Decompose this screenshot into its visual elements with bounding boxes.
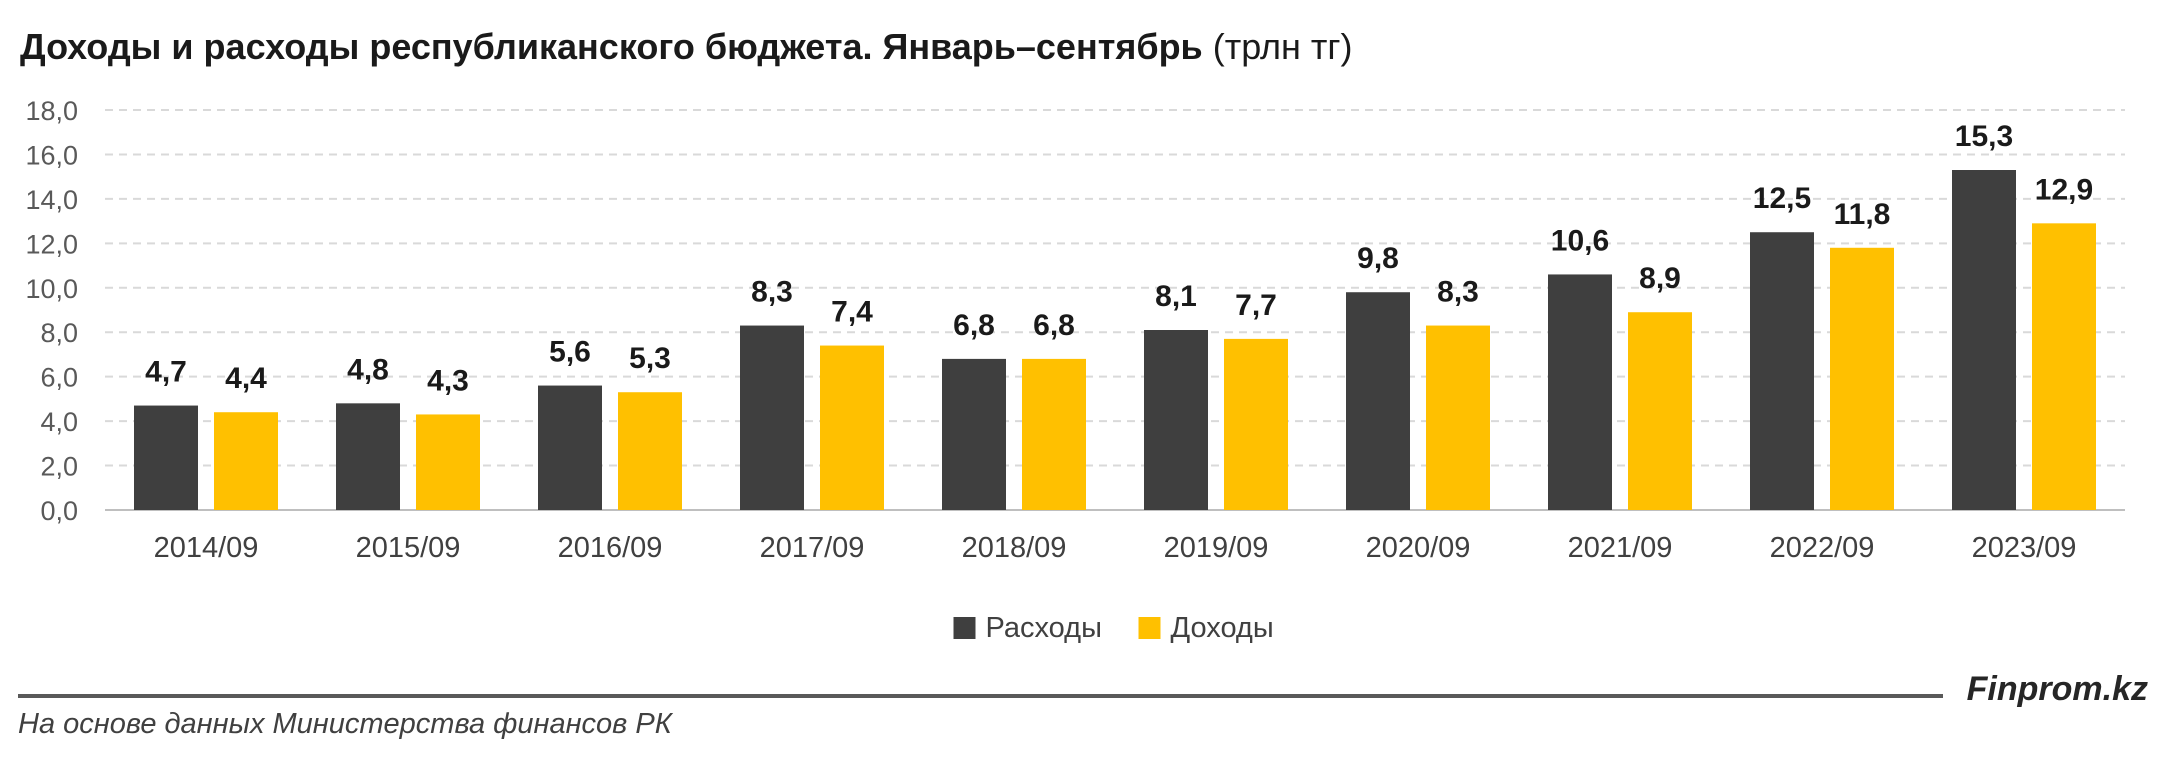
chart-title-unit: (трлн тг) xyxy=(1212,26,1353,67)
x-tick-label: 2019/09 xyxy=(1164,532,1269,564)
bar-revenue xyxy=(214,412,278,510)
bar-revenue xyxy=(1830,247,1894,510)
data-label: 9,8 xyxy=(1357,242,1399,275)
bar-expenses xyxy=(1144,330,1208,510)
data-label: 6,8 xyxy=(953,309,995,342)
bar-expenses xyxy=(1346,292,1410,510)
y-tick-label: 6,0 xyxy=(40,363,78,393)
bar-revenue xyxy=(1628,312,1692,510)
legend-label: Доходы xyxy=(1171,612,1274,644)
bar-revenue xyxy=(820,345,884,510)
chart-title-main: Доходы и расходы республиканского бюджет… xyxy=(20,26,1203,67)
data-label: 7,4 xyxy=(831,296,873,329)
data-label: 8,3 xyxy=(1437,276,1479,309)
x-tick-label: 2017/09 xyxy=(760,532,865,564)
bar-expenses xyxy=(1952,170,2016,510)
legend-label: Расходы xyxy=(986,612,1102,644)
data-label: 8,1 xyxy=(1155,280,1197,313)
data-label: 8,9 xyxy=(1639,262,1681,295)
bar-revenue xyxy=(1426,325,1490,510)
data-label: 7,7 xyxy=(1235,289,1277,322)
data-label: 6,8 xyxy=(1033,309,1075,342)
bar-expenses xyxy=(942,358,1006,510)
legend-swatch xyxy=(1138,617,1161,639)
bar-revenue xyxy=(2032,223,2096,511)
data-label: 10,6 xyxy=(1551,224,1609,257)
y-tick-label: 0,0 xyxy=(40,496,78,526)
bar-expenses xyxy=(1750,232,1814,510)
x-tick-label: 2015/09 xyxy=(356,532,461,564)
data-label: 5,3 xyxy=(629,342,671,375)
chart-title: Доходы и расходы республиканского бюджет… xyxy=(20,26,1352,68)
x-tick-label: 2016/09 xyxy=(558,532,663,564)
bar-expenses xyxy=(336,403,400,510)
bar-expenses xyxy=(134,405,198,510)
x-tick-label: 2018/09 xyxy=(962,532,1067,564)
x-tick-label: 2020/09 xyxy=(1366,532,1471,564)
source-note: На основе данных Министерства финансов Р… xyxy=(18,708,672,740)
bar-chart: 0,0 2,0 4,0 6,0 8,0 10,0 12,0 14,0 16,0 18,0 4,7 4,… xyxy=(25,96,2125,644)
x-tick-label: 2023/09 xyxy=(1972,532,2077,564)
y-tick-label: 18,0 xyxy=(25,96,78,126)
data-label: 4,7 xyxy=(145,356,187,389)
x-tick-label: 2014/09 xyxy=(154,532,259,564)
bar-revenue xyxy=(1022,358,1086,510)
data-label: 4,4 xyxy=(225,362,267,395)
y-tick-label: 2,0 xyxy=(40,452,78,482)
bar-expenses xyxy=(1548,274,1612,510)
x-tick-label: 2022/09 xyxy=(1770,532,1875,564)
data-label: 5,6 xyxy=(549,336,591,369)
data-label: 4,8 xyxy=(347,353,389,386)
y-tick-label: 8,0 xyxy=(40,318,78,348)
brand-logo-text: Finprom.kz xyxy=(1966,670,2148,708)
footer-divider xyxy=(18,694,1943,698)
legend-swatch xyxy=(953,617,976,639)
bar-expenses xyxy=(538,385,602,510)
data-label: 12,5 xyxy=(1753,182,1811,215)
bar-revenue xyxy=(416,414,480,510)
bar-revenue xyxy=(1224,338,1288,510)
y-tick-label: 14,0 xyxy=(25,185,78,215)
data-label: 12,9 xyxy=(2035,173,2093,206)
x-tick-label: 2021/09 xyxy=(1568,532,1673,564)
bar-revenue xyxy=(618,392,682,510)
data-label: 11,8 xyxy=(1834,198,1891,231)
y-tick-label: 12,0 xyxy=(25,229,78,259)
y-tick-label: 16,0 xyxy=(25,140,78,170)
data-label: 4,3 xyxy=(427,364,469,397)
y-tick-label: 10,0 xyxy=(25,274,78,304)
data-label: 8,3 xyxy=(751,276,793,309)
bar-expenses xyxy=(740,325,804,510)
data-label: 15,3 xyxy=(1955,120,2013,153)
y-tick-label: 4,0 xyxy=(40,407,78,437)
